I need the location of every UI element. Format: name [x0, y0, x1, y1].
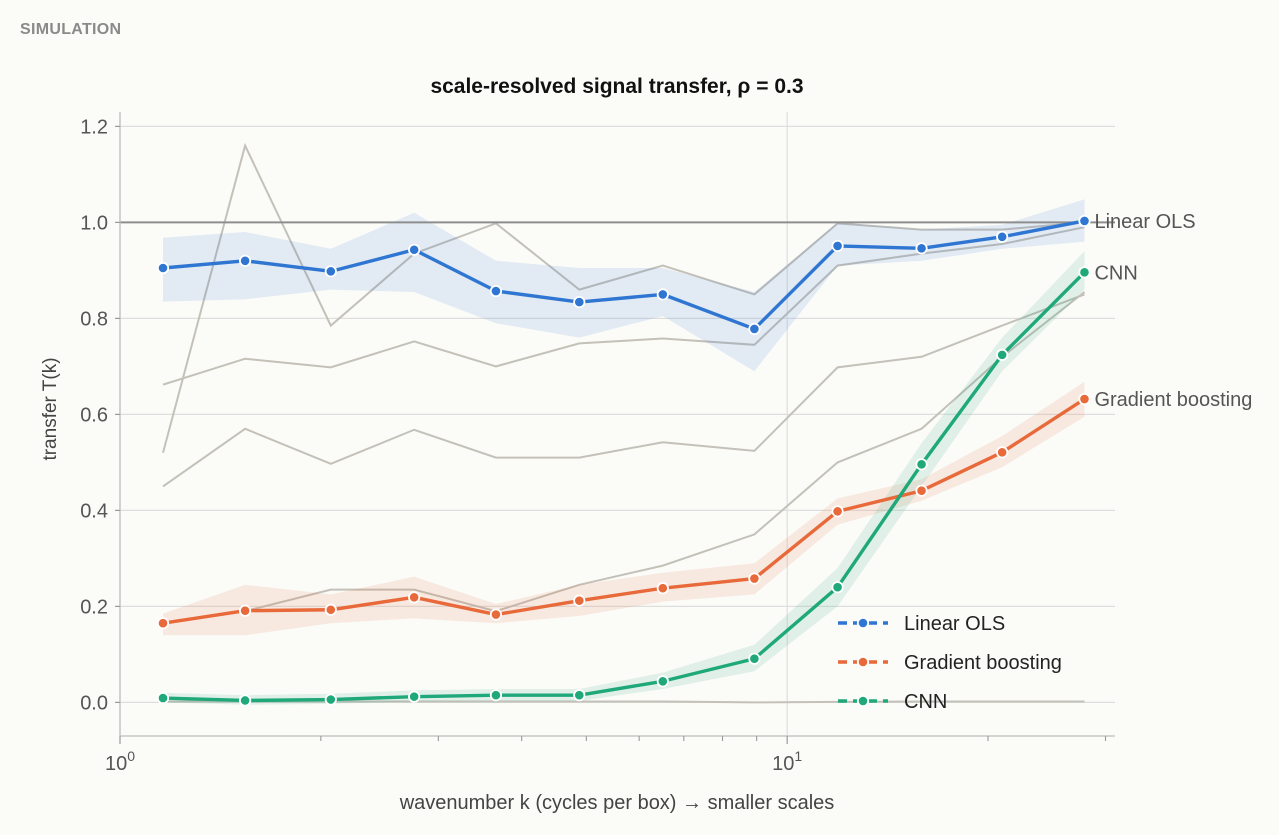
x-tick-exponent-0: 0: [127, 748, 135, 764]
background-series: [162, 142, 1086, 704]
end-label-0: Linear OLS: [1094, 211, 1195, 233]
data-point-0-4: [489, 284, 503, 298]
data-point-2-0: [156, 691, 170, 705]
data-point-2-5: [573, 689, 586, 702]
data-point-0-6: [656, 288, 669, 301]
end-label-2: Gradient boosting: [1094, 389, 1252, 411]
section-label: SIMULATION: [20, 21, 122, 38]
data-point-0-11: [1078, 214, 1091, 228]
series-line-2: [162, 271, 1086, 703]
x-tick-label-1: 101: [772, 748, 802, 775]
data-point-1-9: [915, 484, 928, 497]
data-point-0-2: [324, 265, 337, 278]
data-point-1-7: [748, 572, 761, 585]
data-point-0-8: [831, 239, 844, 253]
data-point-2-4: [489, 689, 503, 702]
data-point-2-6: [656, 675, 669, 688]
x-tick-exponent-1: 1: [794, 748, 802, 764]
data-point-0-10: [996, 230, 1009, 243]
series-line-1: [162, 397, 1086, 625]
y-tick-label-4: 0.8: [80, 308, 108, 330]
x-tick-base-1: 10: [772, 753, 794, 775]
series-lines: [156, 214, 1091, 707]
data-point-0-0: [156, 261, 170, 275]
band-2: [163, 251, 1085, 705]
data-point-0-9: [915, 242, 928, 255]
grid: [120, 112, 1115, 736]
y-tick-label-3: 0.6: [80, 404, 108, 426]
data-point-2-3: [408, 690, 421, 703]
legend-label-0: Linear OLS: [904, 613, 1005, 635]
data-point-1-6: [656, 582, 669, 595]
data-point-0-7: [748, 322, 761, 336]
legend: Linear OLS Gradient boosting CNN: [838, 613, 1062, 713]
data-point-0-3: [408, 243, 421, 256]
end-label-1: CNN: [1094, 262, 1137, 284]
legend-swatch-marker-2: [856, 694, 870, 708]
data-point-1-10: [996, 446, 1009, 459]
band-0: [163, 199, 1085, 372]
y-tick-label-5: 1.0: [80, 212, 108, 234]
legend-swatch-marker-1: [856, 655, 870, 669]
series-line-0: [162, 219, 1085, 331]
data-point-2-7: [748, 652, 761, 665]
y-tick-label-6: 1.2: [80, 116, 108, 138]
data-point-1-8: [831, 505, 844, 518]
end-labels: Linear OLS CNN Gradient boosting: [1094, 211, 1252, 411]
x-axis-label: wavenumber k (cycles per box) → smaller …: [399, 792, 835, 814]
legend-label-1: Gradient boosting: [904, 652, 1062, 674]
background-line-4: [163, 700, 1085, 704]
chart-title: scale-resolved signal transfer, ρ = 0.3: [430, 75, 803, 98]
background-line-2: [162, 293, 1085, 488]
background-line-1: [162, 226, 1085, 386]
data-point-2-11: [1078, 266, 1091, 279]
legend-swatch-marker-0: [856, 616, 870, 630]
x-tick-label-0: 100: [105, 748, 135, 775]
data-point-1-4: [489, 608, 503, 621]
data-point-1-1: [239, 604, 252, 617]
data-point-1-3: [408, 591, 421, 604]
y-tick-label-1: 0.2: [80, 596, 108, 618]
y-tick-label-0: 0.0: [80, 692, 108, 714]
data-point-2-8: [831, 581, 844, 594]
data-point-2-1: [239, 694, 252, 707]
y-axis-label: transfer T(k): [40, 357, 61, 460]
legend-label-2: CNN: [904, 691, 947, 713]
data-point-2-9: [915, 458, 928, 471]
data-point-1-5: [573, 594, 586, 607]
data-point-0-1: [239, 254, 252, 267]
background-line-0: [162, 142, 1085, 454]
data-point-0-5: [573, 295, 586, 309]
data-point-1-11: [1078, 392, 1091, 406]
y-tick-label-2: 0.4: [80, 500, 108, 522]
x-tick-base-0: 10: [105, 753, 127, 775]
data-point-1-2: [324, 603, 337, 616]
data-point-1-0: [156, 617, 170, 630]
data-point-2-2: [324, 693, 337, 706]
background-line-3: [162, 291, 1086, 625]
data-point-2-10: [996, 348, 1009, 361]
